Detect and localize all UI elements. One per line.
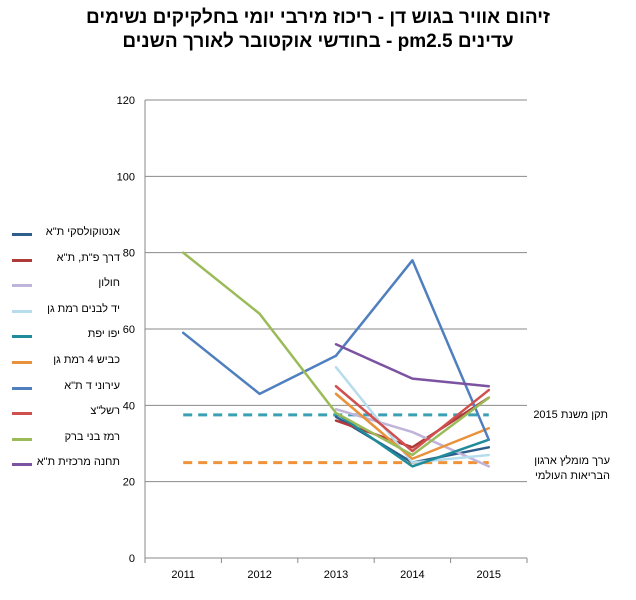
x-tick-label-2012: 2012 <box>247 569 271 581</box>
legend-label: חולון <box>98 277 120 290</box>
gridlines <box>145 99 527 483</box>
legend-item-0: אנטוקולסקי ת"א <box>6 224 126 250</box>
legend-swatch <box>12 412 32 416</box>
reference-lines <box>183 413 489 465</box>
y-tick-label-60: 60 <box>123 324 135 336</box>
series-line-9 <box>334 343 491 388</box>
y-tick-label-20: 20 <box>123 477 135 489</box>
legend-label: כביש 4 רמת גן <box>53 353 120 366</box>
legend-swatch <box>12 335 32 339</box>
legend-item-9: תחנה מרכזית ת"א <box>6 454 126 480</box>
x-tick-label-2013: 2013 <box>324 569 348 581</box>
series-line-7 <box>334 385 491 453</box>
y-tick-label-120: 120 <box>117 95 135 107</box>
legend-item-8: רמז בני ברק <box>6 429 126 455</box>
legend-label: אנטוקולסקי ת"א <box>45 226 120 238</box>
reference-label-who: ערך מומלץ ארגון הבריאות העולמי <box>534 454 610 484</box>
x-tick-label-2014: 2014 <box>400 569 424 581</box>
series-line-6 <box>181 259 491 441</box>
legend-label: יד לבנים רמת גן <box>47 302 120 315</box>
y-tick-label-100: 100 <box>117 171 135 183</box>
chart-title-line-1: זיהום אוויר בגוש דן - ריכוז מירבי יומי ב… <box>86 7 550 28</box>
legend-swatch <box>12 463 32 467</box>
x-tick-label-2015: 2015 <box>477 569 501 581</box>
reference-label-standard: תקן משנת 2015 <box>533 408 608 423</box>
series-line-5 <box>334 392 491 461</box>
series-line-8 <box>181 251 491 457</box>
x-tick-label-2011: 2011 <box>171 569 195 581</box>
legend-item-2: חולון <box>6 275 126 301</box>
y-tick-label-80: 80 <box>123 248 135 260</box>
series-lines <box>181 251 491 468</box>
y-tick-label-0: 0 <box>129 553 135 565</box>
legend-item-7: רשל"צ <box>6 403 126 429</box>
y-tick-label-40: 40 <box>123 400 135 412</box>
series-line-4 <box>334 411 491 468</box>
legend-swatch <box>12 386 32 390</box>
legend-item-3: יד לבנים רמת גן <box>6 301 126 327</box>
legend-swatch <box>12 309 32 313</box>
legend-item-1: דרך פ"ת, ת"א <box>6 250 126 276</box>
series-line-3 <box>334 365 491 464</box>
legend-label: דרך פ"ת, ת"א <box>56 251 120 264</box>
legend-swatch <box>12 360 32 364</box>
chart-title: זיהום אוויר בגוש דן - ריכוז מירבי יומי ב… <box>0 6 636 54</box>
legend-label: יפו יפת <box>87 328 120 341</box>
reference-label-standard-text: תקן משנת 2015 <box>533 409 608 421</box>
legend-swatch <box>12 284 32 288</box>
reference-label-who-line-2: הבריאות העולמי <box>535 470 610 482</box>
legend-swatch <box>12 437 32 441</box>
legend-swatch <box>12 258 32 262</box>
legend-label: רמז בני ברק <box>64 430 120 443</box>
chart-title-line-2: עדינים pm2.5 - בחודשי אוקטובר לאורך השני… <box>122 31 514 52</box>
reference-label-who-line-1: ערך מומלץ ארגון <box>534 455 610 467</box>
legend-item-4: יפו יפת <box>6 326 126 352</box>
legend-item-5: כביש 4 רמת גן <box>6 352 126 378</box>
legend-label: עירוני ד ת"א <box>64 379 120 392</box>
legend-label: תחנה מרכזית ת"א <box>36 456 120 469</box>
legend: אנטוקולסקי ת"א דרך פ"ת, ת"א חולון יד לבנים … <box>6 224 126 480</box>
legend-item-6: עירוני ד ת"א <box>6 378 126 404</box>
legend-label: רשל"צ <box>90 405 120 418</box>
legend-swatch <box>12 233 32 236</box>
tick-labels: 0 20 40 60 80 100 120 2011 2012 2013 2014 2015 <box>117 95 501 581</box>
axes <box>144 100 528 563</box>
